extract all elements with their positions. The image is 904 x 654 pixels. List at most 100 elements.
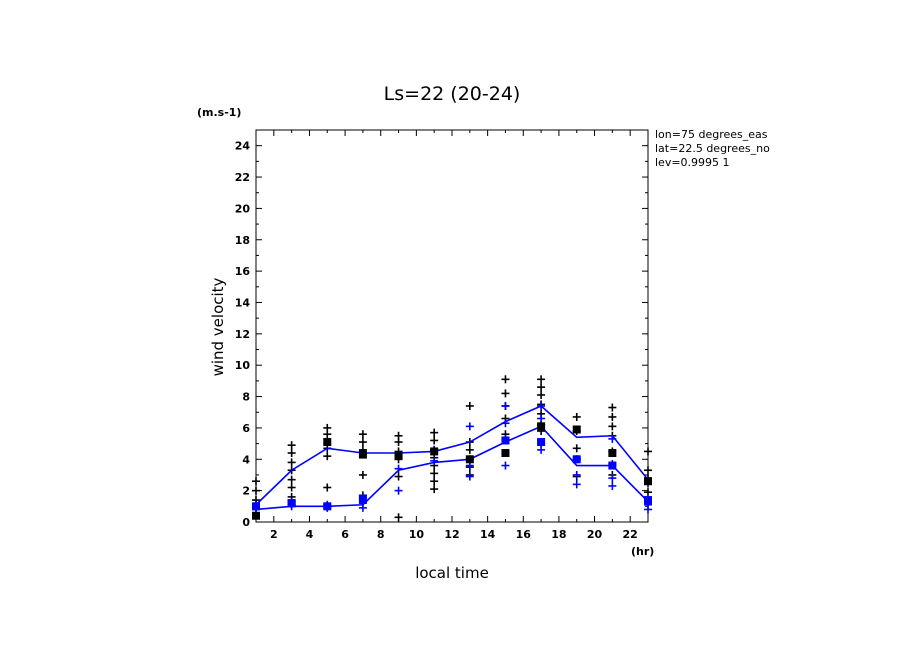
y-tick-label: 20 [235,202,251,215]
y-tick-label: 22 [235,171,250,184]
x-tick-label: 10 [409,528,425,541]
series-point [323,502,332,511]
x-tick-label: 8 [377,528,385,541]
y-unit-label: (m.s-1) [197,106,241,119]
series-point [644,477,652,486]
cross-point [465,401,474,410]
cross-point [572,470,581,479]
x-tick-label: 20 [587,528,603,541]
x-tick-label: 14 [480,528,496,541]
cross-point [394,513,403,522]
series-point [394,452,403,461]
cross-point [537,390,546,399]
cross-point [572,480,581,489]
y-tick-label: 14 [235,296,251,309]
cross-point [358,430,367,439]
series-point [465,455,474,464]
cross-point [501,461,510,470]
cross-point [501,389,510,398]
x-tick-label: 16 [516,528,532,541]
series-point [608,449,617,458]
x-tick-label: 18 [551,528,566,541]
cross-point [572,412,581,421]
cross-point [644,505,652,514]
cross-point [644,447,652,456]
series-line [255,405,649,506]
y-tick-label: 6 [242,422,250,435]
cross-point [394,486,403,495]
series-point [252,511,260,520]
y-tick-label: 4 [242,453,250,466]
cross-point [608,412,617,421]
cross-point [430,469,439,478]
x-tick-label: 22 [623,528,638,541]
cross-point [430,456,439,465]
x-axis-label: local time [415,564,489,582]
plot-frame [255,129,649,523]
series-point [572,425,581,434]
series-point [537,438,546,447]
plot-marks [252,375,652,522]
chart-title: Ls=22 (20-24) [384,83,521,105]
y-tick-label: 0 [242,516,250,529]
series-point [323,438,332,447]
series-point [501,449,510,458]
x-tick-label: 4 [306,528,314,541]
cross-point [608,403,617,412]
series-point [287,499,296,508]
cross-point [608,481,617,490]
x-tick-label: 12 [444,528,459,541]
cross-point [287,458,296,467]
cross-point [358,470,367,479]
series-point [644,496,652,505]
cross-point [287,475,296,484]
cross-point [465,472,474,481]
series-point [358,450,367,459]
cross-point [394,438,403,447]
y-axis-label: wind velocity [209,277,227,376]
cross-point [608,474,617,483]
y-tick-label: 24 [235,140,251,153]
cross-point [287,483,296,492]
series-point [358,494,367,503]
cross-point [323,430,332,439]
series-point [537,422,546,431]
series-point [252,502,260,511]
x-unit-label: (hr) [631,545,654,558]
info-lev: lev=0.9995 1 [655,156,730,169]
y-tick-label: 2 [242,485,250,498]
cross-point [572,444,581,453]
series-point [608,461,617,470]
cross-point [287,441,296,450]
cross-point [430,436,439,445]
cross-point [644,488,652,497]
series-point [572,455,581,464]
cross-point [430,428,439,437]
cross-point [465,445,474,454]
cross-point [537,375,546,384]
info-lat: lat=22.5 degrees_no [655,142,770,155]
cross-point [252,486,260,495]
y-tick-label: 12 [235,328,250,341]
cross-point [537,445,546,454]
x-tick-label: 2 [270,528,278,541]
info-lon: lon=75 degrees_eas [655,128,768,141]
cross-point [430,477,439,486]
cross-point [465,422,474,431]
y-tick-label: 8 [242,391,250,404]
cross-point [501,375,510,384]
cross-point [608,422,617,431]
series-point [501,436,510,445]
cross-point [501,401,510,410]
cross-point [394,472,403,481]
cross-point [537,383,546,392]
cross-point [358,438,367,447]
x-tick-label: 6 [341,528,349,541]
y-tick-label: 16 [235,265,251,278]
y-tick-label: 18 [235,234,250,247]
series-point [430,447,439,456]
cross-point [537,414,546,423]
cross-point [252,477,260,486]
